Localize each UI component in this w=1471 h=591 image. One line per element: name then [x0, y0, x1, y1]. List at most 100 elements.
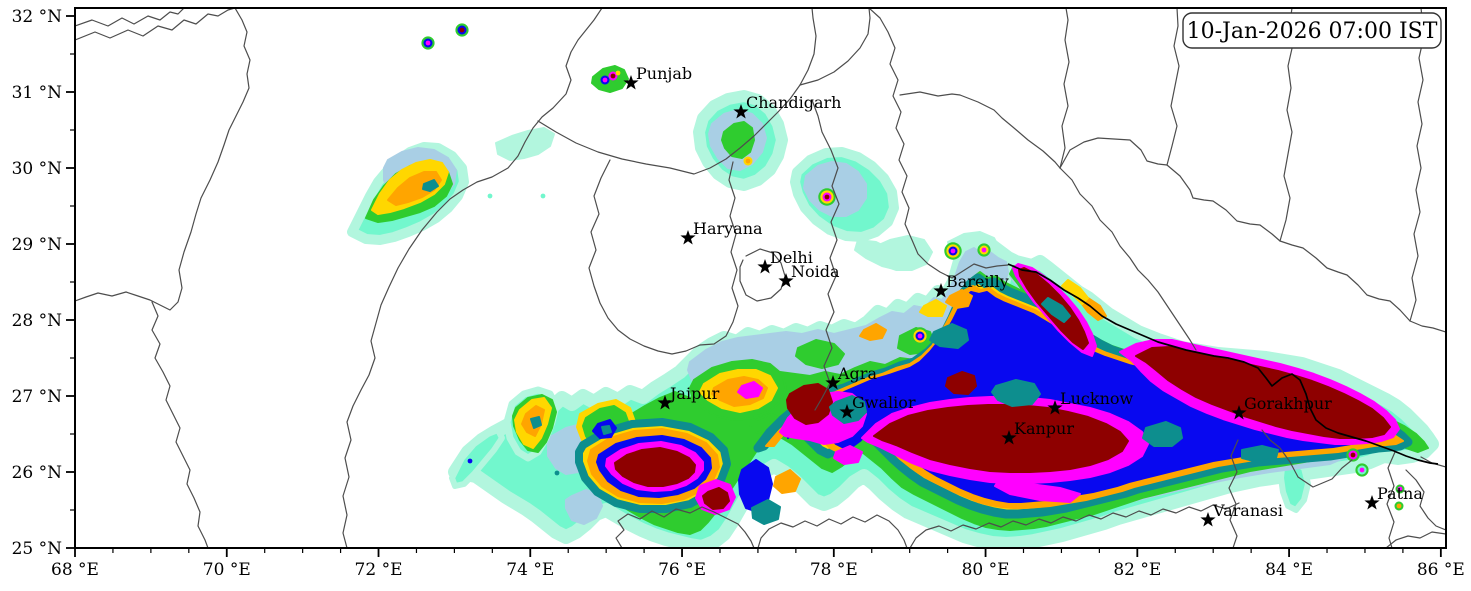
precip-region	[495, 127, 555, 161]
city-marker-gwalior: Gwalior	[839, 393, 916, 419]
city-marker-bareilly: Bareilly	[933, 272, 1009, 298]
map-frame	[74, 7, 1447, 549]
city-label: Patna	[1377, 484, 1423, 503]
star-icon	[757, 259, 773, 274]
state-boundary-path	[799, 9, 871, 86]
precip-region	[919, 299, 947, 317]
precip-speck	[950, 248, 956, 254]
precip-region	[530, 416, 542, 429]
international-border	[1007, 263, 1439, 465]
y-tick-label: 26 °N	[12, 463, 63, 483]
nepal-border-path	[1007, 263, 1439, 465]
star-icon	[825, 375, 841, 390]
precip-region	[871, 235, 933, 271]
city-label: Jaipur	[668, 384, 720, 403]
precip-region	[751, 499, 781, 525]
star-icon	[933, 283, 949, 298]
precip-region	[786, 383, 833, 425]
precip-region	[422, 179, 439, 192]
precip-speck	[981, 247, 987, 253]
precip-speck	[1397, 486, 1403, 492]
state-boundary-path	[76, 9, 234, 41]
precip-speck	[1350, 452, 1356, 458]
x-tick-label: 84 °E	[1265, 560, 1313, 580]
y-tick-label: 25 °N	[12, 539, 63, 559]
map-frame-and-axes: 68 °E 70 °E 72 °E 74 °E 76 °E 78 °E 80 °E 82 °E…	[12, 7, 1465, 580]
x-tick-label: 82 °E	[1113, 560, 1161, 580]
state-boundary-path	[1405, 469, 1445, 531]
state-boundary-path	[811, 99, 840, 411]
city-marker-noida: Noida	[778, 262, 840, 288]
x-tick-label: 70 °E	[203, 560, 251, 580]
timestamp-box: 10-Jan-2026 07:00 IST	[1182, 12, 1442, 49]
state-boundary-path	[76, 9, 251, 311]
state-boundary-path	[1386, 451, 1396, 547]
star-icon	[1231, 405, 1247, 420]
timestamp-text: 10-Jan-2026 07:00 IST	[1187, 19, 1438, 44]
precip-region	[737, 381, 763, 399]
city-label: Noida	[791, 262, 840, 281]
city-label: Lucknow	[1060, 389, 1134, 408]
precip-region	[929, 323, 969, 349]
state-boundary-path	[757, 514, 908, 547]
city-marker-haryana: Haryana	[680, 219, 763, 245]
precip-region	[601, 425, 612, 435]
star-icon	[623, 75, 639, 90]
city-marker-varanasi: Varanasi	[1200, 501, 1283, 527]
city-marker-punjab: Punjab	[623, 64, 692, 90]
precip-speck	[487, 193, 493, 199]
precip-region	[1142, 421, 1183, 447]
precip-speck	[554, 470, 560, 476]
precip-region	[833, 445, 863, 465]
city-label: Bareilly	[946, 272, 1009, 291]
x-tick-label: 86 °E	[1417, 560, 1465, 580]
precip-speck	[610, 73, 616, 79]
precip-region	[387, 171, 442, 206]
x-tick-label: 78 °E	[810, 560, 858, 580]
city-marker-chandigarh: Chandigarh	[733, 93, 841, 119]
state-boundary-path	[537, 9, 817, 175]
precip-region	[859, 323, 887, 341]
precipitation-field	[347, 65, 1439, 547]
state-boundary-path	[588, 159, 701, 355]
state-boundaries	[76, 9, 1445, 547]
city-label: Delhi	[770, 248, 813, 267]
state-boundary-path	[342, 9, 603, 547]
city-label: Haryana	[693, 219, 763, 238]
precip-speck	[459, 27, 465, 33]
y-tick-label: 30 °N	[12, 159, 63, 179]
star-icon	[1047, 400, 1063, 415]
state-boundary-path	[959, 94, 1445, 333]
x-tick-label: 68 °E	[51, 560, 99, 580]
precip-speck	[917, 333, 923, 339]
x-tick-label: 76 °E	[658, 560, 706, 580]
state-boundary-path	[1059, 9, 1070, 169]
city-label: Gwalior	[852, 393, 916, 412]
star-icon	[680, 230, 696, 245]
precip-region	[614, 447, 696, 487]
precip-region	[1135, 346, 1391, 439]
x-tick-label: 80 °E	[962, 560, 1010, 580]
city-marker-kanpur: Kanpur	[1001, 419, 1074, 445]
precip-region	[873, 404, 1129, 473]
city-label: Punjab	[636, 64, 692, 83]
y-tick-label: 32 °N	[12, 7, 63, 27]
precip-region	[1041, 297, 1071, 323]
precip-region	[1061, 279, 1089, 305]
star-icon	[1364, 495, 1380, 510]
star-icon	[657, 395, 673, 410]
precip-speck	[1396, 503, 1402, 509]
precip-speck	[602, 77, 608, 83]
city-marker-jaipur: Jaipur	[657, 384, 720, 410]
star-icon	[778, 273, 794, 288]
city-label: Agra	[837, 364, 877, 383]
precip-region	[994, 477, 1081, 503]
precip-region	[1241, 445, 1279, 463]
state-boundary-path	[1409, 9, 1425, 322]
city-marker-agra: Agra	[825, 364, 877, 390]
state-boundary-path	[1261, 429, 1353, 488]
state-boundary-path	[1059, 167, 1197, 351]
state-boundary-path	[1166, 9, 1180, 166]
